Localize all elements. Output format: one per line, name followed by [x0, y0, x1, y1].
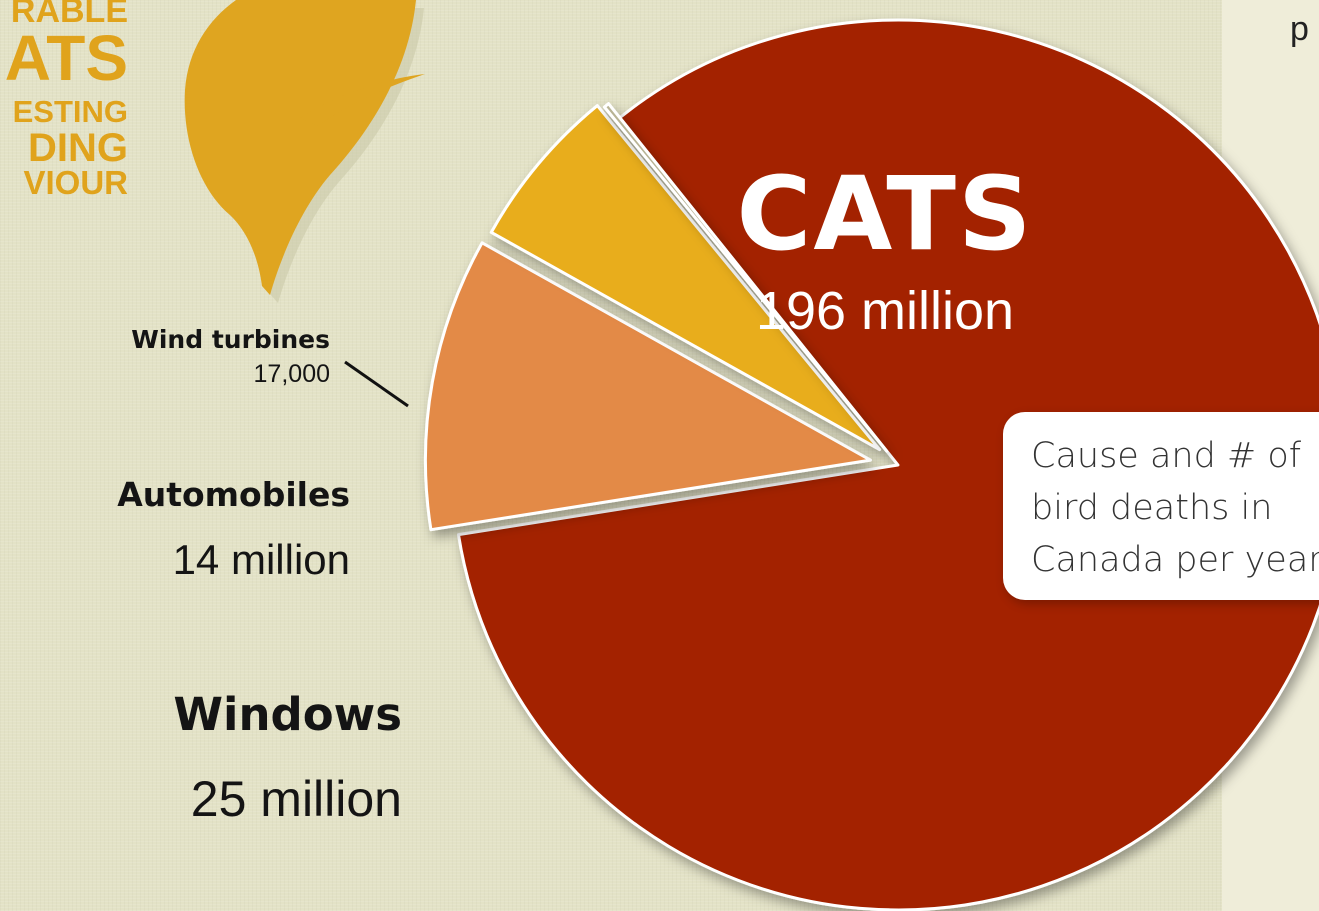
- windows-slice: [423, 241, 872, 532]
- windows-value: 25 million: [190, 771, 402, 827]
- cats-slice-value: 196 million: [755, 281, 1015, 341]
- sidebar-words: RABLE ATS ESTING DING VIOUR: [0, 0, 140, 200]
- sidebar-word: ATS: [4, 22, 128, 94]
- chart-annotation-text: Cause and # of bird deaths in Canada per…: [1031, 436, 1319, 580]
- cats-slice: [456, 18, 1319, 911]
- wind-turbines-label: Wind turbines: [131, 325, 330, 354]
- pie-slices: [423, 18, 1319, 911]
- automobiles-value: 14 million: [172, 536, 350, 583]
- sidebar-word: DING: [28, 126, 128, 170]
- wind-turbines-slice: [602, 102, 889, 453]
- automobiles-label: Automobiles: [117, 475, 350, 514]
- windows-label: Windows: [173, 688, 402, 741]
- automobiles-slice: [489, 104, 882, 452]
- right-panel-text: p: [1290, 10, 1309, 48]
- sidebar-word: ESTING: [12, 94, 128, 129]
- sidebar-word: RABLE: [10, 0, 128, 30]
- chart-annotation-callout: Cause and # of bird deaths in Canada per…: [1003, 412, 1319, 600]
- sidebar-word: VIOUR: [23, 164, 128, 200]
- wind-turbines-value: 17,000: [253, 360, 330, 388]
- cats-slice-name: CATS: [736, 155, 1034, 274]
- bird-silhouette-icon: [184, 0, 425, 303]
- wind-turbines-leader-line: [344, 360, 409, 408]
